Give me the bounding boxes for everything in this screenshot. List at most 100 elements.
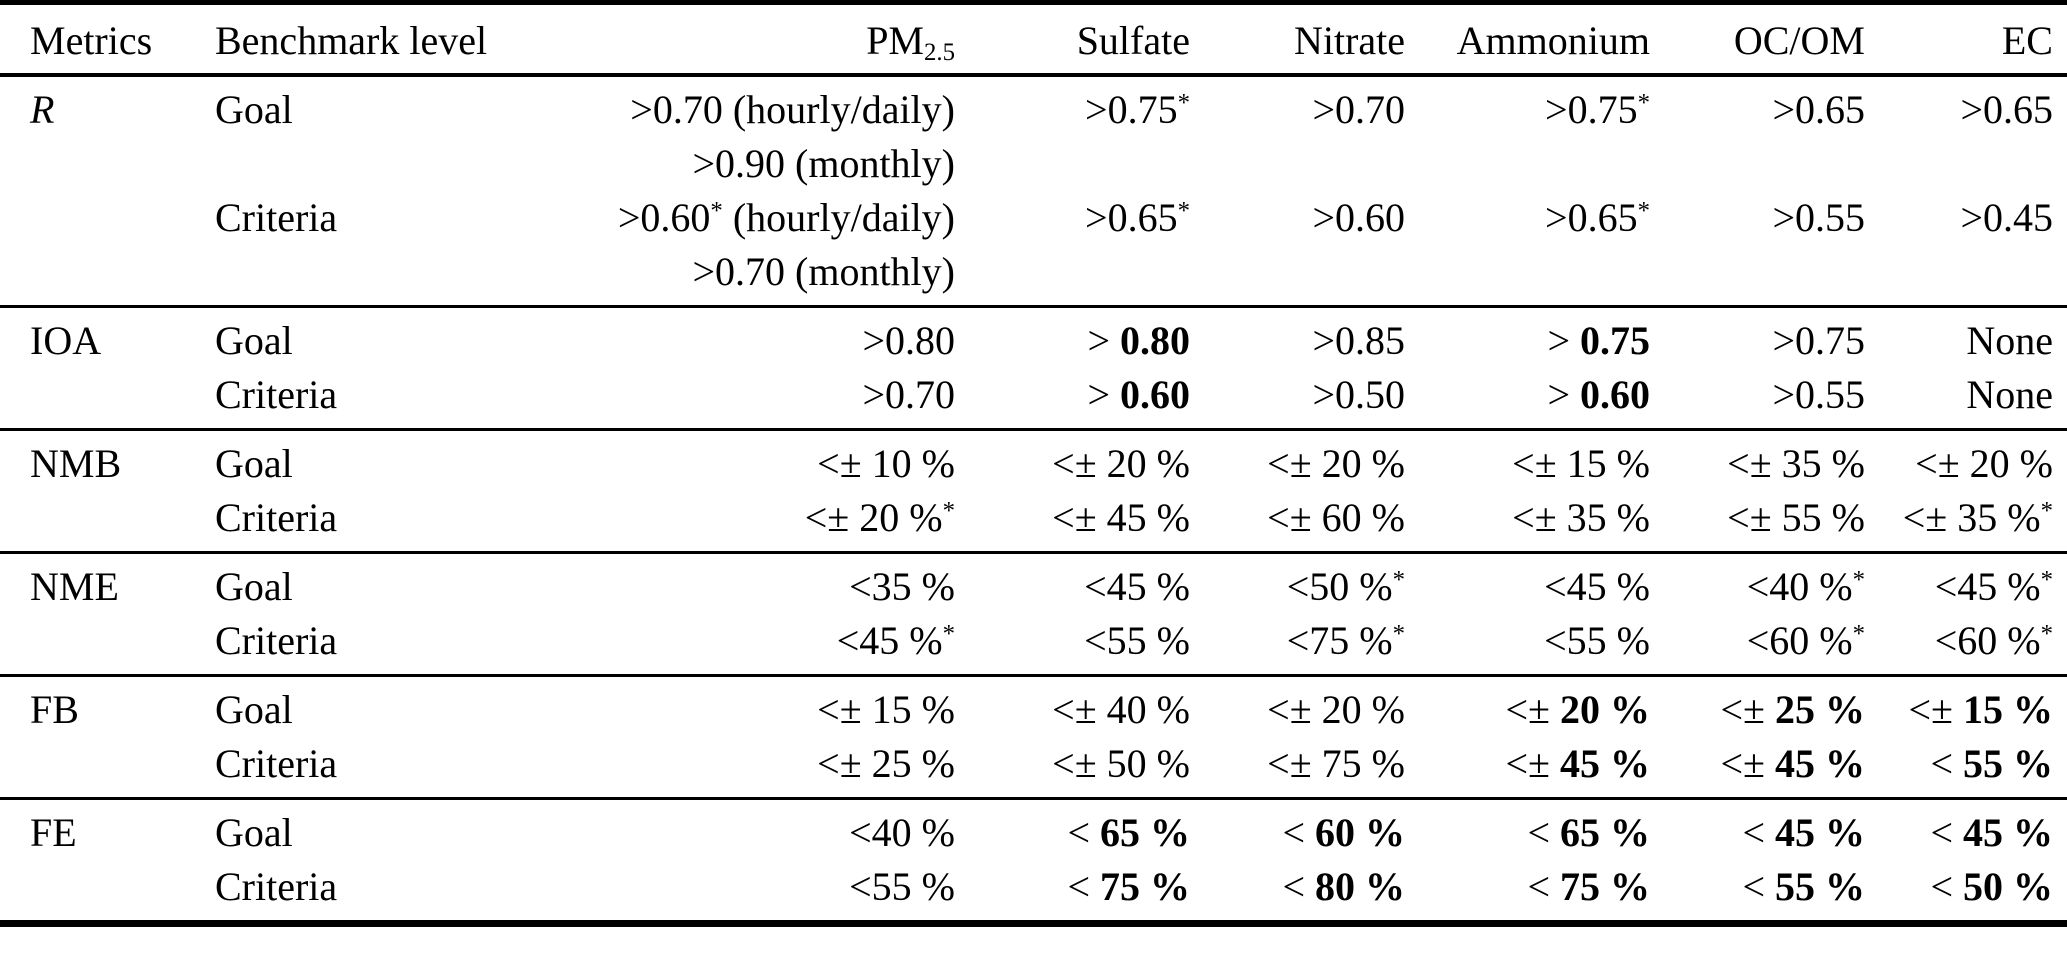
value-cell [1190, 137, 1405, 191]
value-cell: < 55 % [1742, 864, 1865, 909]
value-cell: <± 10 % [817, 441, 955, 486]
metric-cell [0, 245, 185, 307]
value-cell [955, 245, 1190, 307]
value-cell: <± 20 % [1505, 687, 1650, 732]
benchmark-level-cell: Goal [215, 87, 293, 132]
value-cell: <± 40 % [1052, 687, 1190, 732]
value-cell: < 65 % [1067, 810, 1190, 855]
value-cell: <55 % [1084, 618, 1190, 663]
metric-cell: FB [30, 687, 79, 732]
value-cell: <60 %* [1934, 618, 2053, 663]
value-cell: >0.80 [862, 318, 955, 363]
column-header: Benchmark level [215, 18, 488, 63]
metric-cell [0, 491, 185, 553]
column-header: Nitrate [1293, 18, 1405, 63]
table-row: R Goal >0.70 (hourly/daily) >0.75* >0.70 >0.7… [0, 75, 2067, 137]
benchmark-table: Metrics Benchmark level PM2.5 Sulfate Nitrat… [0, 0, 2067, 927]
column-header: Metrics [30, 18, 153, 63]
benchmark-level-cell: Goal [215, 441, 293, 486]
table-row: Criteria >0.60* (hourly/daily) >0.65* >0.60… [0, 191, 2067, 245]
value-cell: <± 75 % [1267, 741, 1405, 786]
metric-cell: NMB [30, 441, 122, 486]
value-cell: <± 25 % [1720, 687, 1865, 732]
value-cell: < 75 % [1527, 864, 1650, 909]
value-cell [1190, 245, 1405, 307]
value-cell [1865, 245, 2067, 307]
table-row: NME Goal <35 % <45 % <50 %* <45 % <40 %* <45 %* [0, 553, 2067, 615]
value-cell: <± 60 % [1267, 495, 1405, 540]
table-row: >0.70 (monthly) [0, 245, 2067, 307]
benchmark-level-cell: Goal [215, 318, 293, 363]
value-cell: None [1966, 372, 2053, 417]
value-cell: <± 45 % [1052, 495, 1190, 540]
value-cell: <75 %* [1286, 618, 1405, 663]
table-row: FE Goal <40 % < 65 % < 60 % < 65 % < 45 % < 45 … [0, 799, 2067, 861]
value-cell: <45 % [1544, 564, 1650, 609]
value-cell: <± 35 % [1512, 495, 1650, 540]
value-cell: < 50 % [1930, 864, 2053, 909]
benchmark-level-cell: Goal [215, 810, 293, 855]
value-cell: < 45 % [1930, 810, 2053, 855]
value-cell: <± 15 % [817, 687, 955, 732]
value-cell: < 60 % [1282, 810, 1405, 855]
metric-cell: NME [30, 564, 119, 609]
metric-cell [0, 737, 185, 799]
benchmark-level-cell: Criteria [215, 495, 338, 540]
value-cell [1865, 137, 2067, 191]
value-cell [1650, 137, 1865, 191]
benchmark-level-cell: Criteria [215, 195, 338, 240]
value-cell: >0.75 [1772, 318, 1865, 363]
value-cell: <± 15 % [1512, 441, 1650, 486]
benchmark-level-cell [185, 245, 535, 307]
value-cell: >0.75* [1085, 87, 1190, 132]
benchmark-level-cell [185, 137, 535, 191]
paper-page: Metrics Benchmark level PM2.5 Sulfate Nitrat… [0, 0, 2067, 927]
value-cell: >0.85 [1312, 318, 1405, 363]
value-cell: < 45 % [1742, 810, 1865, 855]
table-row: NMB Goal <± 10 % <± 20 % <± 20 % <± 15 % <± 35… [0, 430, 2067, 492]
table-row: FB Goal <± 15 % <± 40 % <± 20 % <± 20 % <± 25 … [0, 676, 2067, 738]
value-cell: <45 %* [836, 618, 955, 663]
value-cell: <± 20 %* [804, 495, 955, 540]
value-cell: >0.50 [1312, 372, 1405, 417]
table-row: IOA Goal >0.80 > 0.80 >0.85 > 0.75 >0.75 None [0, 307, 2067, 369]
table-row: Criteria <55 % < 75 % < 80 % < 75 % < 55 % < 5… [0, 860, 2067, 924]
value-cell: >0.70 (monthly) [692, 249, 955, 294]
value-cell: <45 %* [1934, 564, 2053, 609]
metric-section-ioa: IOA Goal >0.80 > 0.80 >0.85 > 0.75 >0.75 None Cr… [0, 306, 2067, 430]
metric-section-r: R Goal >0.70 (hourly/daily) >0.75* >0.70 >0.7… [0, 75, 2067, 307]
value-cell: >0.65* [1085, 195, 1190, 240]
table-header-row: Metrics Benchmark level PM2.5 Sulfate Nitrat… [0, 3, 2067, 75]
table-row: >0.90 (monthly) [0, 137, 2067, 191]
value-cell: >0.55 [1772, 195, 1865, 240]
value-cell: <± 45 % [1505, 741, 1650, 786]
benchmark-level-cell: Criteria [215, 741, 338, 786]
value-cell: < 75 % [1067, 864, 1190, 909]
benchmark-level-cell: Goal [215, 564, 293, 609]
value-cell: >0.45 [1960, 195, 2053, 240]
value-cell: > 0.60 [1087, 372, 1190, 417]
metric-cell: FE [30, 810, 77, 855]
value-cell: >0.70 [1312, 87, 1405, 132]
value-cell [1405, 245, 1650, 307]
metric-cell [0, 191, 185, 245]
benchmark-level-cell: Criteria [215, 618, 338, 663]
value-cell: <50 %* [1286, 564, 1405, 609]
value-cell [1650, 245, 1865, 307]
column-header: OC/OM [1733, 18, 1865, 63]
metric-section-fe: FE Goal <40 % < 65 % < 60 % < 65 % < 45 % < 45 … [0, 798, 2067, 924]
column-header: EC [2001, 18, 2053, 63]
value-cell: None [1966, 318, 2053, 363]
column-header: Sulfate [1076, 18, 1190, 63]
value-cell: <35 % [849, 564, 955, 609]
value-cell: <± 25 % [817, 741, 955, 786]
value-cell: <60 %* [1746, 618, 1865, 663]
value-cell: <± 20 % [1267, 687, 1405, 732]
column-header: PM2.5 [866, 18, 955, 67]
value-cell: >0.60 [1312, 195, 1405, 240]
value-cell: <± 20 % [1267, 441, 1405, 486]
value-cell: >0.90 (monthly) [692, 141, 955, 186]
value-cell: <± 20 % [1915, 441, 2053, 486]
value-cell: <45 % [1084, 564, 1190, 609]
value-cell: >0.65 [1960, 87, 2053, 132]
